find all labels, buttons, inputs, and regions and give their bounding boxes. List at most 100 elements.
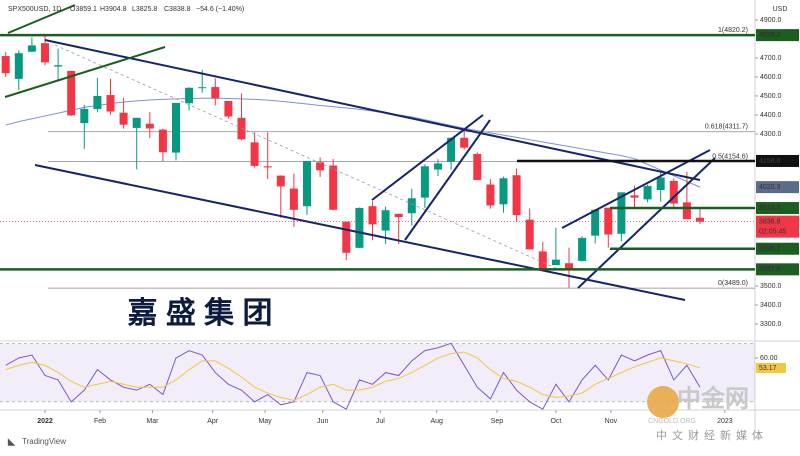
- candle-body: [289, 188, 298, 210]
- candle-body: [525, 219, 534, 250]
- candle-body: [67, 70, 76, 116]
- level-tag: [756, 263, 799, 276]
- rsi-ma-line: [5, 351, 701, 401]
- logo-name: 中金网: [677, 384, 749, 412]
- candle-body: [433, 163, 442, 170]
- candle-body: [145, 123, 154, 129]
- candle-body: [630, 195, 639, 198]
- moving-average: [5, 97, 701, 188]
- candle-body: [54, 65, 63, 67]
- candle-body: [185, 87, 194, 104]
- price-label: 3838.8: [759, 218, 781, 225]
- fib-label: 0(3489.0): [718, 280, 748, 287]
- candle-body: [420, 166, 429, 198]
- header-value: C3838.8: [164, 6, 191, 13]
- level-label: 4820.2: [759, 32, 781, 39]
- candle-body: [604, 207, 613, 235]
- candle-body: [80, 108, 89, 124]
- x-tick-label: Jul: [376, 418, 385, 425]
- candle-body: [40, 43, 49, 63]
- header-value: O3859.1: [70, 6, 97, 13]
- level-label: 3696.2: [759, 246, 781, 253]
- green-trend: [4, 46, 166, 98]
- price-tag: [756, 215, 799, 238]
- ma-label: 4020.3: [759, 184, 781, 191]
- candle-body: [27, 45, 36, 52]
- x-tick-label: Apr: [207, 418, 219, 425]
- y-tick-label: 4300.0: [760, 131, 782, 138]
- x-tick-label: Sep: [491, 418, 504, 425]
- candle-body: [171, 103, 180, 153]
- countdown: 02:05:45: [759, 228, 786, 235]
- x-tick-label: Jun: [317, 418, 328, 425]
- candle-body: [106, 95, 115, 112]
- x-tick-label: Aug: [430, 418, 443, 425]
- candle-body: [381, 210, 390, 231]
- header-value: L3825.8: [132, 6, 157, 13]
- logo: 中金网 CNGOLD.ORG 中文财经新媒体: [647, 384, 768, 442]
- candle-body: [656, 177, 665, 191]
- candle-body: [473, 153, 482, 180]
- candle-body: [407, 198, 416, 214]
- currency: USD: [773, 6, 788, 13]
- candle-body: [447, 137, 456, 162]
- level-label: 3587.8: [759, 266, 781, 273]
- wedge-line: [371, 114, 484, 201]
- candle-body: [682, 202, 691, 220]
- level-tag: [756, 242, 799, 255]
- wedge-line: [577, 157, 716, 289]
- candle-body: [355, 207, 364, 248]
- candle-body: [368, 206, 377, 225]
- candle-body: [695, 217, 704, 222]
- candle-body: [250, 142, 259, 166]
- x-tick-label: Mar: [146, 418, 159, 425]
- y-tick-label: 3500.0: [760, 283, 782, 290]
- green-trend: [7, 4, 76, 34]
- x-tick-label: May: [258, 418, 272, 425]
- candle-body: [211, 87, 220, 99]
- header-value: −54.6 (−1.40%): [196, 6, 244, 13]
- channel-top: [44, 39, 701, 181]
- candle-body: [158, 129, 167, 153]
- rsi-ma-tag: [756, 362, 786, 373]
- footer-icon: ◣: [7, 436, 16, 446]
- x-tick-label: Nov: [605, 418, 618, 425]
- x-tick-label: 2023: [717, 418, 733, 425]
- x-tick-label: 2022: [37, 418, 53, 425]
- watermark: 嘉 盛 集 团: [127, 297, 272, 330]
- candle-body: [237, 117, 246, 140]
- candle-body: [316, 162, 325, 171]
- footer-brand: TradingView: [22, 437, 66, 446]
- candle-body: [551, 259, 560, 266]
- candle-body: [263, 166, 272, 168]
- candle-body: [512, 175, 521, 216]
- candle-body: [643, 186, 652, 200]
- rsi-tick-label: 60.00: [760, 355, 778, 362]
- logo-domain: CNGOLD.ORG: [648, 418, 696, 425]
- candle-body: [669, 180, 678, 204]
- candle-body: [329, 165, 338, 210]
- level-tag: [756, 202, 799, 215]
- header-value: H3904.8: [100, 6, 127, 13]
- level-tag: [756, 29, 799, 42]
- level-tag: [756, 154, 799, 167]
- candle-body: [119, 112, 128, 125]
- y-tick-label: 3400.0: [760, 302, 782, 309]
- candle-body: [578, 237, 587, 261]
- level-label: 4158.0: [759, 158, 781, 165]
- candle-body: [499, 178, 508, 205]
- x-tick-label: Feb: [94, 418, 106, 425]
- y-tick-label: 4600.0: [760, 74, 782, 81]
- wedge-line: [561, 149, 711, 229]
- logo-tagline: 中文财经新媒体: [656, 428, 768, 442]
- plot: [0, 34, 755, 289]
- rsi-band: [0, 343, 755, 402]
- candle-body: [302, 160, 311, 207]
- level-label: 3910.3: [759, 205, 781, 212]
- candle-body: [276, 175, 285, 187]
- fib-label: 0.618(4311.7): [705, 124, 748, 131]
- candle-body: [564, 263, 573, 271]
- candle-body: [93, 95, 102, 110]
